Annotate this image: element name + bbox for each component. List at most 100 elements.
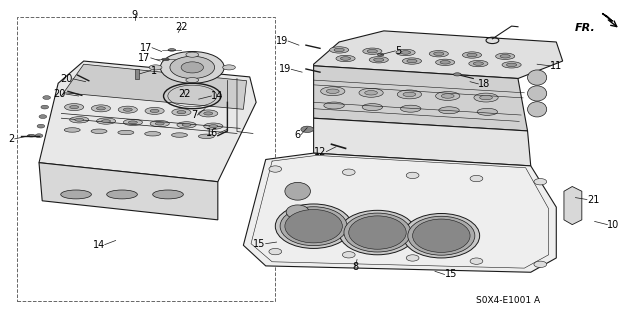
- Ellipse shape: [124, 108, 132, 111]
- Text: 20: 20: [61, 74, 73, 84]
- Polygon shape: [39, 61, 256, 182]
- Bar: [135, 69, 139, 78]
- Ellipse shape: [527, 70, 547, 85]
- Ellipse shape: [477, 108, 497, 115]
- Circle shape: [161, 51, 224, 83]
- Ellipse shape: [408, 216, 475, 255]
- Ellipse shape: [500, 55, 510, 58]
- Ellipse shape: [149, 65, 162, 70]
- Text: 14: 14: [93, 240, 105, 250]
- Circle shape: [170, 56, 214, 78]
- Circle shape: [342, 252, 355, 258]
- Ellipse shape: [118, 106, 138, 113]
- Ellipse shape: [436, 59, 455, 65]
- Circle shape: [43, 96, 51, 100]
- Ellipse shape: [378, 53, 384, 56]
- Text: 14: 14: [211, 91, 224, 101]
- Ellipse shape: [321, 87, 345, 96]
- Circle shape: [406, 255, 419, 261]
- Ellipse shape: [454, 73, 461, 76]
- Ellipse shape: [474, 93, 498, 102]
- Ellipse shape: [434, 52, 444, 56]
- Circle shape: [269, 166, 282, 172]
- Circle shape: [534, 179, 547, 185]
- Circle shape: [534, 261, 547, 268]
- Text: 20: 20: [54, 89, 66, 99]
- Circle shape: [37, 124, 45, 128]
- Ellipse shape: [124, 119, 143, 125]
- Polygon shape: [314, 66, 527, 131]
- Ellipse shape: [204, 123, 223, 129]
- Ellipse shape: [198, 110, 218, 117]
- Ellipse shape: [177, 111, 186, 114]
- Ellipse shape: [172, 133, 188, 137]
- Circle shape: [470, 175, 483, 182]
- Ellipse shape: [168, 49, 175, 51]
- Circle shape: [301, 126, 314, 132]
- Ellipse shape: [150, 121, 170, 127]
- Ellipse shape: [429, 50, 449, 57]
- Text: 22: 22: [179, 89, 191, 100]
- Text: 17: 17: [140, 43, 152, 53]
- Ellipse shape: [436, 92, 460, 100]
- Ellipse shape: [91, 129, 107, 133]
- Ellipse shape: [440, 61, 451, 64]
- Text: 2: 2: [8, 134, 15, 144]
- Text: 9: 9: [132, 10, 138, 20]
- Ellipse shape: [209, 125, 218, 128]
- Bar: [17, 17, 275, 301]
- Text: 19: 19: [276, 36, 288, 46]
- Ellipse shape: [172, 109, 191, 116]
- Ellipse shape: [330, 47, 349, 53]
- Ellipse shape: [61, 190, 92, 199]
- Circle shape: [406, 172, 419, 179]
- Ellipse shape: [403, 58, 422, 64]
- Ellipse shape: [97, 118, 116, 124]
- Ellipse shape: [340, 57, 351, 60]
- Ellipse shape: [403, 92, 416, 97]
- Ellipse shape: [64, 128, 80, 132]
- Ellipse shape: [186, 52, 198, 57]
- Ellipse shape: [107, 190, 138, 199]
- Circle shape: [35, 134, 43, 137]
- Ellipse shape: [468, 60, 488, 67]
- Ellipse shape: [362, 104, 383, 111]
- Text: 22: 22: [175, 22, 188, 32]
- Text: 16: 16: [205, 129, 218, 138]
- Circle shape: [181, 62, 204, 73]
- Ellipse shape: [153, 190, 183, 199]
- Ellipse shape: [286, 205, 309, 219]
- Ellipse shape: [401, 105, 421, 112]
- Ellipse shape: [397, 90, 422, 99]
- Ellipse shape: [186, 78, 198, 83]
- Text: 10: 10: [607, 219, 620, 230]
- Ellipse shape: [467, 53, 477, 57]
- Polygon shape: [39, 163, 218, 220]
- Ellipse shape: [506, 63, 516, 67]
- Ellipse shape: [527, 102, 547, 117]
- Ellipse shape: [349, 216, 406, 249]
- Ellipse shape: [336, 55, 355, 62]
- Ellipse shape: [396, 49, 415, 56]
- Ellipse shape: [145, 131, 161, 136]
- Ellipse shape: [527, 86, 547, 101]
- Text: FR.: FR.: [575, 23, 595, 33]
- Ellipse shape: [198, 134, 214, 138]
- Polygon shape: [61, 64, 246, 109]
- Text: 12: 12: [314, 146, 326, 157]
- Ellipse shape: [324, 102, 344, 109]
- Ellipse shape: [156, 122, 164, 125]
- Polygon shape: [602, 13, 612, 21]
- Ellipse shape: [442, 94, 454, 98]
- Ellipse shape: [326, 89, 339, 93]
- Ellipse shape: [285, 182, 310, 200]
- Ellipse shape: [275, 204, 352, 249]
- Text: 17: 17: [138, 53, 151, 63]
- Ellipse shape: [97, 107, 106, 110]
- Ellipse shape: [495, 53, 515, 59]
- Polygon shape: [243, 153, 556, 272]
- Ellipse shape: [334, 48, 344, 52]
- Text: 21: 21: [587, 195, 599, 204]
- Ellipse shape: [479, 95, 492, 100]
- Text: 7: 7: [191, 110, 197, 120]
